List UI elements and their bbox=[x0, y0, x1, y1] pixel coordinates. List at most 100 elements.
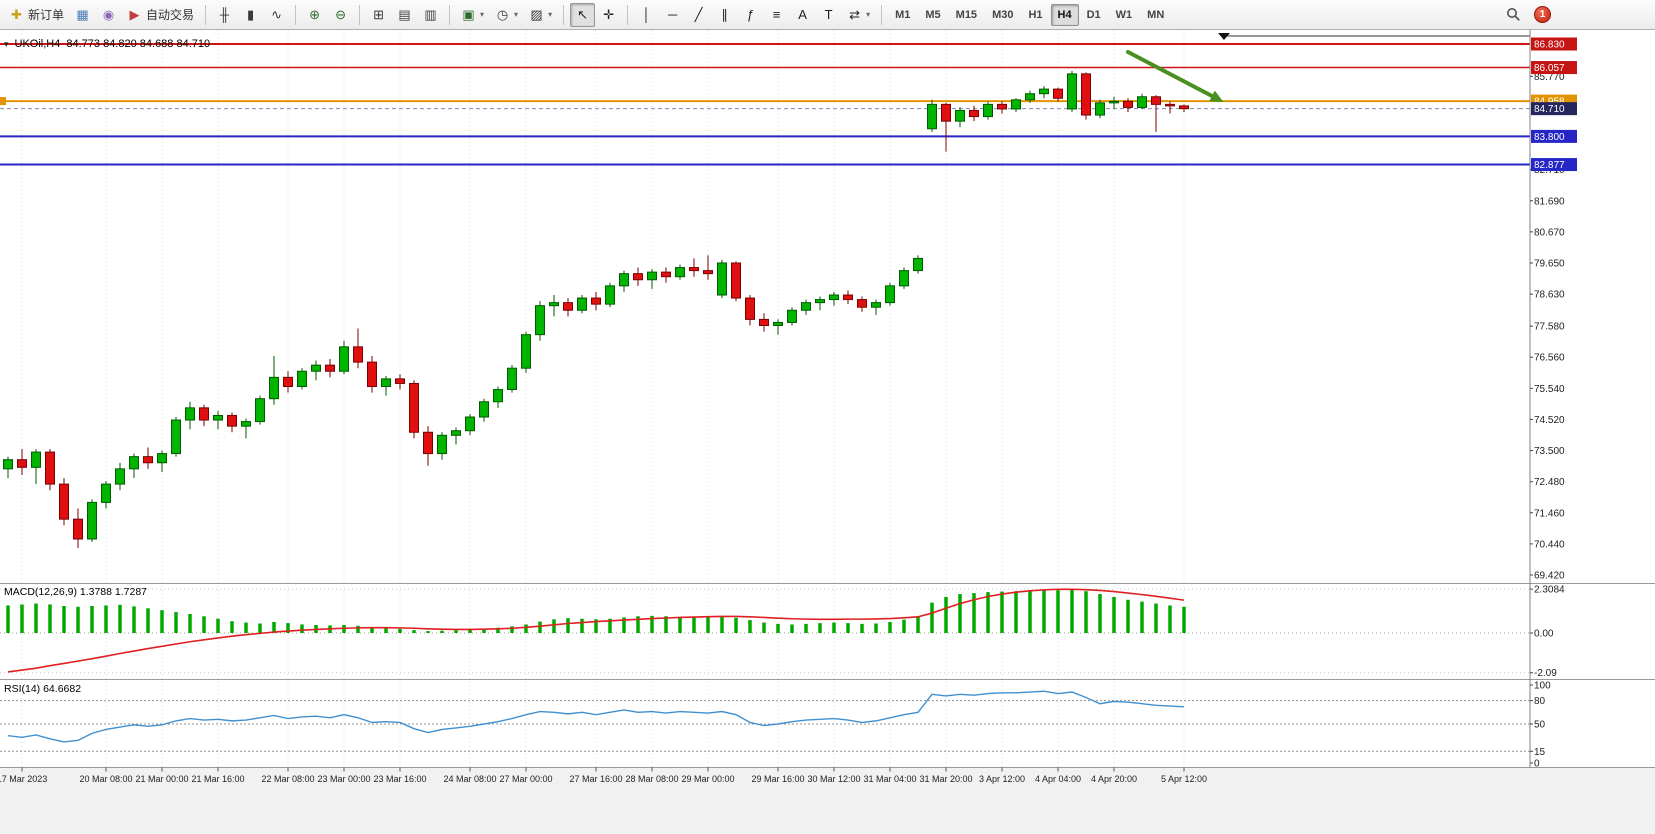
svg-text:23 Mar 16:00: 23 Mar 16:00 bbox=[373, 774, 426, 784]
indicators-button[interactable]: ≡ bbox=[764, 3, 789, 27]
search-button[interactable] bbox=[1501, 3, 1526, 27]
svg-text:2.3084: 2.3084 bbox=[1534, 585, 1565, 596]
rsi-indicator-label: RSI(14) 64.6682 bbox=[4, 683, 82, 695]
svg-text:-2.09: -2.09 bbox=[1534, 668, 1557, 679]
channel-button[interactable]: ∥ bbox=[712, 3, 737, 27]
cursor-button[interactable]: ↖ bbox=[570, 2, 596, 27]
timeframe-m30-button[interactable]: M30 bbox=[985, 4, 1020, 26]
timeframe-m15-button[interactable]: M15 bbox=[949, 4, 984, 26]
svg-text:83.800: 83.800 bbox=[1534, 132, 1565, 143]
new-order-button-label: 新订单 bbox=[28, 8, 65, 22]
svg-text:86.830: 86.830 bbox=[1534, 39, 1565, 50]
svg-text:5 Apr 12:00: 5 Apr 12:00 bbox=[1161, 774, 1207, 784]
line-chart-button[interactable]: ∿ bbox=[264, 3, 289, 27]
svg-text:23 Mar 00:00: 23 Mar 00:00 bbox=[317, 774, 370, 784]
timeframe-m5-button[interactable]: M5 bbox=[918, 4, 947, 26]
toolbar-separator bbox=[295, 4, 297, 25]
chart-canvas[interactable]: 85.77082.71081.69080.67079.65078.63077.5… bbox=[0, 30, 1655, 834]
one-click-panel-arrow-icon[interactable]: ▾ bbox=[4, 38, 9, 49]
svg-text:86.057: 86.057 bbox=[1534, 63, 1565, 74]
svg-text:70.440: 70.440 bbox=[1534, 539, 1565, 550]
svg-text:0.00: 0.00 bbox=[1534, 629, 1554, 640]
help-icon: ◉ bbox=[102, 7, 115, 22]
timeframe-w1-button[interactable]: W1 bbox=[1109, 4, 1140, 26]
vertical-line-icon: │ bbox=[642, 7, 651, 22]
tile-windows-button[interactable]: ⊞ bbox=[366, 3, 391, 27]
autotrading-icon: ▶ bbox=[129, 7, 140, 22]
chart-symbol-period: UKOil,H4 bbox=[14, 38, 61, 50]
toolbar-separator bbox=[627, 4, 629, 25]
timeframe-mn-button[interactable]: MN bbox=[1140, 4, 1171, 26]
svg-text:21 Mar 16:00: 21 Mar 16:00 bbox=[191, 774, 244, 784]
new-order-icon: ✚ bbox=[11, 7, 22, 22]
svg-text:27 Mar 00:00: 27 Mar 00:00 bbox=[499, 774, 552, 784]
svg-text:78.630: 78.630 bbox=[1534, 290, 1565, 301]
notification-badge[interactable]: 1 bbox=[1534, 6, 1551, 23]
svg-text:31 Mar 20:00: 31 Mar 20:00 bbox=[919, 774, 972, 784]
cascade-icon: ▤ bbox=[398, 7, 411, 22]
template-button[interactable]: ▨ ▾ bbox=[524, 3, 557, 27]
svg-text:80: 80 bbox=[1534, 696, 1546, 707]
svg-text:29 Mar 16:00: 29 Mar 16:00 bbox=[751, 774, 804, 784]
arrows-button[interactable]: ⇄ ▾ bbox=[842, 3, 875, 27]
bar-chart-button[interactable]: ╫ bbox=[212, 3, 237, 27]
timeframe-h4-button[interactable]: H4 bbox=[1050, 3, 1079, 26]
chevron-down-icon: ▾ bbox=[866, 10, 871, 19]
svg-text:79.650: 79.650 bbox=[1534, 258, 1565, 269]
help-button[interactable]: ◉ bbox=[96, 3, 121, 27]
svg-text:0: 0 bbox=[1534, 759, 1540, 770]
chevron-down-icon: ▾ bbox=[548, 10, 553, 19]
new-order-button[interactable]: ✚ 新订单 bbox=[4, 3, 69, 27]
chevron-down-icon: ▾ bbox=[480, 10, 485, 19]
svg-text:4 Apr 04:00: 4 Apr 04:00 bbox=[1035, 774, 1081, 784]
crosshair-button[interactable]: ✛ bbox=[596, 3, 621, 27]
channel-icon: ∥ bbox=[721, 7, 728, 22]
svg-text:76.560: 76.560 bbox=[1534, 353, 1565, 364]
vertical-line-button[interactable]: │ bbox=[634, 3, 659, 27]
svg-text:71.460: 71.460 bbox=[1534, 508, 1565, 519]
zoom-out-icon: ⊖ bbox=[335, 7, 346, 22]
timeframe-m1-button[interactable]: M1 bbox=[888, 4, 917, 26]
clock-icon: ◷ bbox=[496, 7, 509, 22]
svg-text:69.420: 69.420 bbox=[1534, 570, 1565, 581]
timeframe-d1-button[interactable]: D1 bbox=[1080, 4, 1108, 26]
trendline-button[interactable]: ╱ bbox=[686, 3, 711, 27]
search-icon bbox=[1507, 8, 1520, 21]
svg-text:50: 50 bbox=[1534, 720, 1546, 731]
svg-text:84.958: 84.958 bbox=[1534, 97, 1565, 108]
svg-text:24 Mar 08:00: 24 Mar 08:00 bbox=[443, 774, 496, 784]
svg-text:73.500: 73.500 bbox=[1534, 446, 1565, 457]
toolbar-separator bbox=[359, 4, 361, 25]
text-label-button[interactable]: T bbox=[816, 3, 841, 27]
zoom-out-button[interactable]: ⊖ bbox=[328, 3, 353, 27]
cursor-icon: ↖ bbox=[577, 7, 589, 22]
horizontal-line-icon: ─ bbox=[667, 7, 678, 22]
svg-text:4 Apr 20:00: 4 Apr 20:00 bbox=[1091, 774, 1137, 784]
chevron-down-icon: ▾ bbox=[514, 10, 519, 19]
chart-window-button[interactable]: ▦ bbox=[70, 3, 95, 27]
timeframe-h1-button[interactable]: H1 bbox=[1021, 4, 1049, 26]
zoom-in-button[interactable]: ⊕ bbox=[302, 3, 327, 27]
text-button[interactable]: A bbox=[790, 3, 815, 27]
trendline-icon: ╱ bbox=[694, 7, 703, 22]
new-chart-button[interactable]: ▣ ▾ bbox=[456, 3, 489, 27]
svg-text:29 Mar 00:00: 29 Mar 00:00 bbox=[681, 774, 734, 784]
arrange-button[interactable]: ▥ bbox=[418, 3, 443, 27]
notification-count: 1 bbox=[1539, 9, 1546, 20]
period-button[interactable]: ◷ ▾ bbox=[490, 3, 523, 27]
toolbar: ✚ 新订单 ▦ ◉ ▶ 自动交易 ╫ ▮ ∿ ⊕ ⊖ ⊞ ▤ ▥ ▣ ▾ ◷ ▾ ▨ ▾ ↖ ✛ │ ─ ╱ ∥ ƒ ≡ A T ⇄ ▾ M1 M… bbox=[0, 0, 1655, 30]
svg-text:81.690: 81.690 bbox=[1534, 196, 1565, 207]
horizontal-line-button[interactable]: ─ bbox=[660, 3, 685, 27]
candlestick-button[interactable]: ▮ bbox=[238, 3, 263, 27]
fibonacci-button[interactable]: ƒ bbox=[738, 3, 763, 27]
autotrading-button[interactable]: ▶ 自动交易 bbox=[122, 3, 199, 27]
toolbar-separator bbox=[881, 4, 883, 25]
cascade-button[interactable]: ▤ bbox=[392, 3, 417, 27]
toolbar-separator bbox=[563, 4, 565, 25]
line-chart-icon: ∿ bbox=[271, 7, 282, 22]
crosshair-icon: ✛ bbox=[603, 7, 615, 22]
chart-window: 85.77082.71081.69080.67079.65078.63077.5… bbox=[0, 30, 1655, 834]
svg-text:85.770: 85.770 bbox=[1534, 72, 1565, 83]
tile-windows-icon: ⊞ bbox=[373, 7, 384, 22]
svg-text:3 Apr 12:00: 3 Apr 12:00 bbox=[979, 774, 1025, 784]
